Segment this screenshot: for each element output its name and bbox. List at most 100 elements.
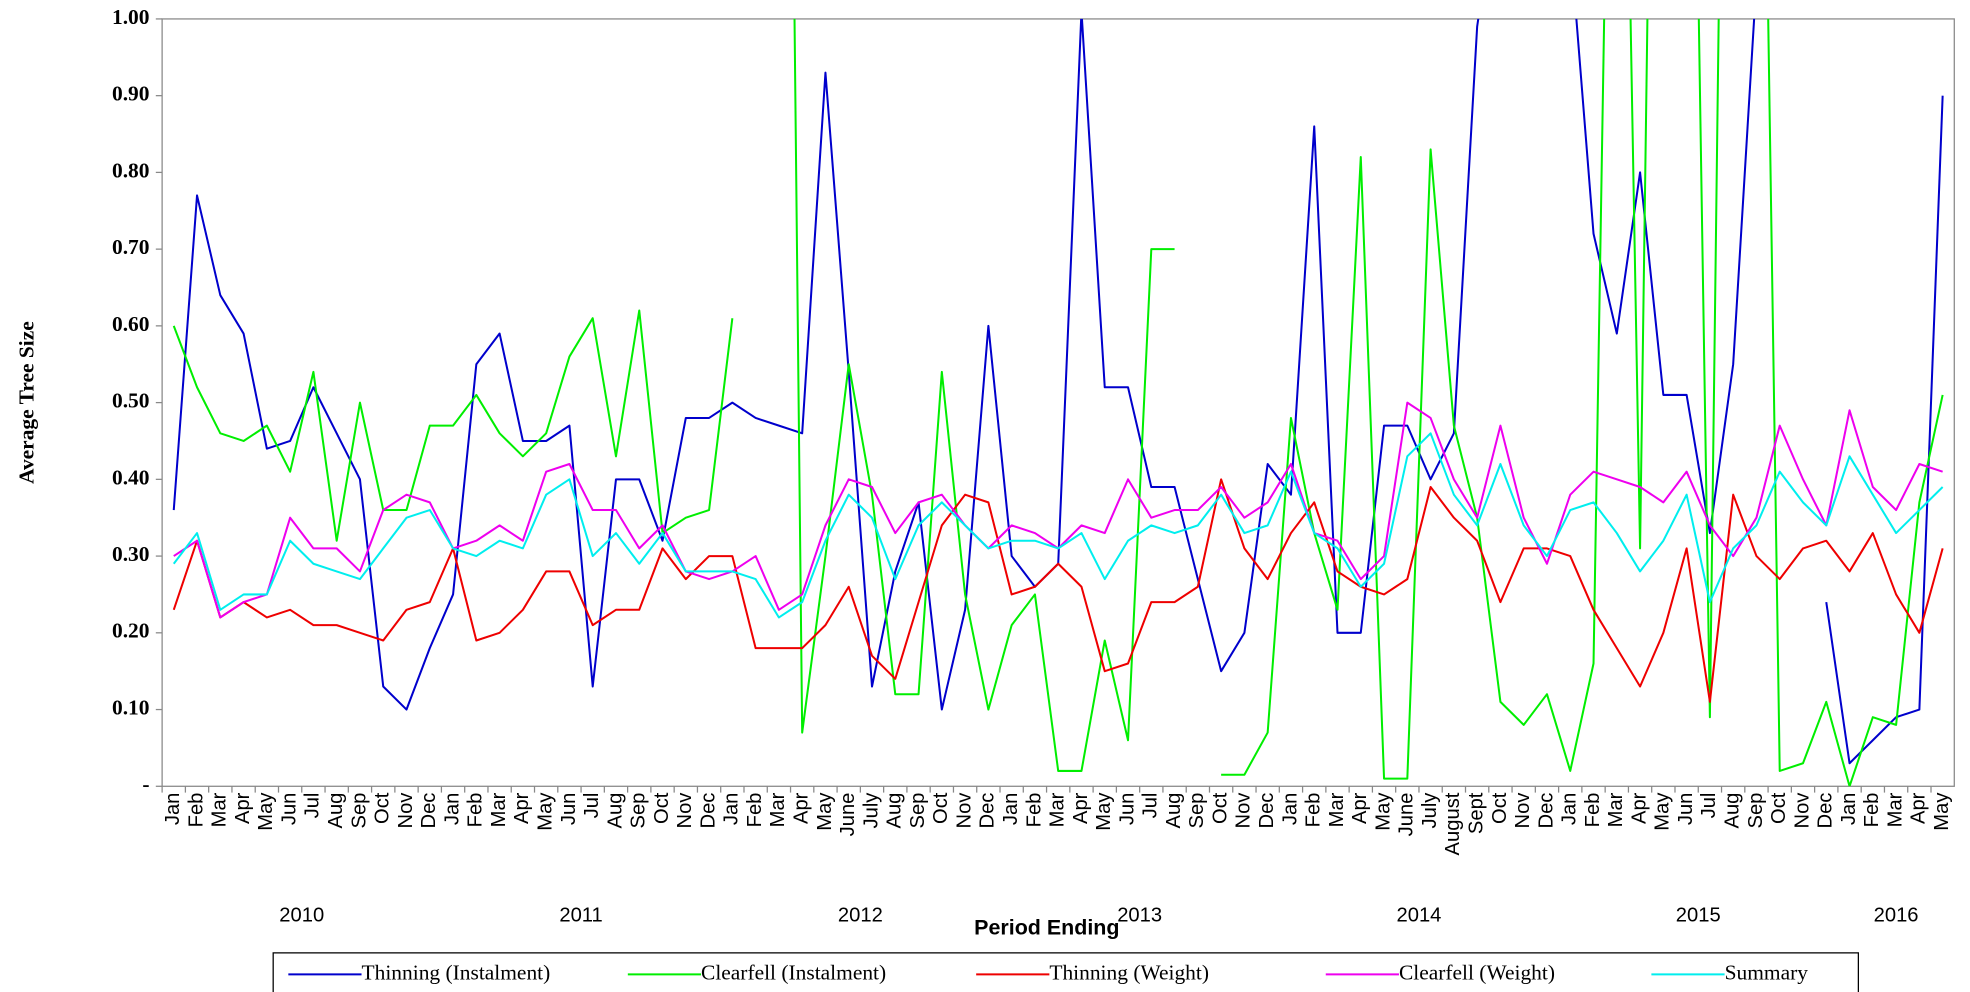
x-tick-label: Oct bbox=[930, 792, 952, 824]
x-tick-label: Mar bbox=[1047, 792, 1069, 827]
x-tick-label: Oct bbox=[1768, 792, 1790, 824]
x-tick-label: July bbox=[1419, 792, 1441, 829]
x-axis-title: Period Ending bbox=[974, 916, 1119, 940]
x-tick-label: Feb bbox=[465, 793, 487, 828]
x-tick-label: Dec bbox=[1256, 793, 1278, 829]
x-tick-label: Aug bbox=[604, 793, 626, 829]
y-axis-title: Average Tree Size bbox=[14, 321, 38, 484]
x-tick-label: Dec bbox=[418, 793, 440, 829]
x-tick-label: Sep bbox=[1186, 793, 1208, 829]
series-line bbox=[172, 478, 1944, 703]
year-label: 2016 bbox=[1874, 905, 1919, 927]
y-tick-label: 0.10 bbox=[112, 695, 150, 719]
legend-label: Thinning (Instalment) bbox=[362, 960, 551, 984]
year-label: 2012 bbox=[838, 905, 883, 927]
x-tick-label: Apr bbox=[791, 792, 813, 824]
x-tick-label: Sep bbox=[1745, 793, 1767, 829]
y-tick-label: 0.20 bbox=[112, 619, 150, 643]
x-tick-label: Mar bbox=[1605, 792, 1627, 827]
year-label: 2013 bbox=[1117, 905, 1162, 927]
x-tick-label: June bbox=[1396, 793, 1418, 837]
series-line bbox=[172, 18, 1944, 787]
x-tick-label: Dec bbox=[1815, 793, 1837, 829]
y-tick-label: 0.90 bbox=[112, 82, 150, 106]
x-tick-label: May bbox=[255, 792, 277, 831]
x-tick-label: Feb bbox=[1582, 793, 1604, 828]
plot-lines bbox=[172, 18, 1944, 787]
x-tick-label: Jun bbox=[558, 793, 580, 826]
x-tick-label: May bbox=[534, 792, 556, 831]
y-tick-label: 0.50 bbox=[112, 389, 150, 413]
year-label: 2011 bbox=[559, 905, 602, 927]
x-tick-label: Dec bbox=[1535, 793, 1557, 829]
y-tick-label: 0.60 bbox=[112, 312, 150, 336]
x-tick-label: Nov bbox=[674, 792, 696, 829]
y-tick-label: 0.70 bbox=[112, 235, 150, 259]
legend-label: Clearfell (Weight) bbox=[1399, 960, 1555, 984]
x-tick-label: Aug bbox=[1721, 793, 1743, 829]
y-tick-label: 1.00 bbox=[112, 5, 150, 29]
x-tick-label: Jul bbox=[302, 793, 324, 819]
x-tick-label: Aug bbox=[1163, 793, 1185, 829]
x-tick-label: Nov bbox=[1233, 792, 1255, 829]
x-tick-label: Jan bbox=[1000, 793, 1022, 826]
year-label: 2014 bbox=[1397, 905, 1442, 927]
x-tick-label: Mar bbox=[488, 792, 510, 827]
x-tick-label: Mar bbox=[209, 792, 231, 827]
year-label: 2015 bbox=[1676, 905, 1721, 927]
x-tick-label: Jan bbox=[162, 793, 184, 826]
legend-box bbox=[272, 952, 1859, 992]
y-tick-label: - bbox=[142, 772, 149, 796]
x-tick-label: Sep bbox=[348, 793, 370, 829]
legend-label: Thinning (Weight) bbox=[1049, 960, 1209, 984]
x-tick-label: Feb bbox=[744, 793, 766, 828]
legend-label: Summary bbox=[1725, 960, 1809, 984]
x-tick-label: May bbox=[1652, 792, 1674, 831]
x-tick-label: Jun bbox=[278, 793, 300, 826]
x-tick-label: Sept bbox=[1465, 792, 1487, 834]
x-tick-label: Mar bbox=[1326, 792, 1348, 827]
plot-area bbox=[161, 18, 1955, 787]
year-label: 2010 bbox=[279, 905, 324, 927]
x-tick-label: Nov bbox=[1512, 792, 1534, 829]
x-tick-label: Jul bbox=[1140, 793, 1162, 819]
legend-label: Clearfell (Instalment) bbox=[701, 960, 886, 984]
x-tick-label: Mar bbox=[767, 792, 789, 827]
x-tick-label: Apr bbox=[1070, 792, 1092, 824]
x-tick-label: Apr bbox=[1349, 792, 1371, 824]
x-tick-label: May bbox=[1931, 792, 1953, 831]
x-tick-label: Jul bbox=[1698, 793, 1720, 819]
x-tick-label: Dec bbox=[697, 793, 719, 829]
x-tick-label: Jan bbox=[721, 793, 743, 826]
x-tick-label: Sep bbox=[907, 793, 929, 829]
x-tick-label: Jun bbox=[1116, 793, 1138, 826]
series-line bbox=[172, 432, 1944, 619]
x-tick-label: Mar bbox=[1884, 792, 1906, 827]
x-tick-label: Jan bbox=[441, 793, 463, 826]
x-tick-label: Jun bbox=[1675, 793, 1697, 826]
x-tick-label: Nov bbox=[395, 792, 417, 829]
x-tick-label: May bbox=[1372, 792, 1394, 831]
x-tick-label: Nov bbox=[1791, 792, 1813, 829]
x-tick-label: Aug bbox=[325, 793, 347, 829]
y-tick-label: 0.30 bbox=[112, 542, 150, 566]
x-tick-label: Apr bbox=[511, 792, 533, 824]
x-tick-label: Feb bbox=[1023, 793, 1045, 828]
x-tick-label: June bbox=[837, 793, 859, 837]
x-tick-label: Aug bbox=[884, 793, 906, 829]
x-tick-label: May bbox=[1093, 792, 1115, 831]
x-tick-label: Jul bbox=[581, 793, 603, 819]
x-tick-label: Jan bbox=[1838, 793, 1860, 826]
x-tick-label: Feb bbox=[1861, 793, 1883, 828]
x-tick-label: Nov bbox=[953, 792, 975, 829]
x-tick-label: Feb bbox=[185, 793, 207, 828]
x-tick-label: Oct bbox=[651, 792, 673, 824]
x-tick-label: Oct bbox=[1489, 792, 1511, 824]
x-tick-label: Sep bbox=[628, 793, 650, 829]
x-tick-label: Apr bbox=[1908, 792, 1930, 824]
x-tick-label: Jan bbox=[1279, 793, 1301, 826]
x-tick-label: Feb bbox=[1303, 793, 1325, 828]
x-tick-label: Apr bbox=[1628, 792, 1650, 824]
